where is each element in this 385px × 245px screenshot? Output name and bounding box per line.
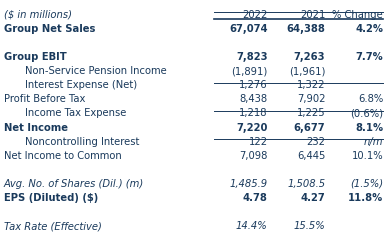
Text: 11.8%: 11.8% [348, 193, 383, 203]
Text: Net Income to Common: Net Income to Common [4, 151, 122, 161]
Text: 6.8%: 6.8% [358, 94, 383, 104]
Text: 15.5%: 15.5% [294, 221, 325, 231]
Text: 1,276: 1,276 [239, 80, 268, 90]
Text: 7,220: 7,220 [236, 122, 268, 133]
Text: 1,508.5: 1,508.5 [287, 179, 325, 189]
Text: Avg. No. of Shares (Dil.) (m): Avg. No. of Shares (Dil.) (m) [4, 179, 144, 189]
Text: 1,218: 1,218 [239, 109, 268, 118]
Text: 122: 122 [248, 137, 268, 147]
Text: Interest Expense (Net): Interest Expense (Net) [25, 80, 137, 90]
Text: Group Net Sales: Group Net Sales [4, 24, 95, 34]
Text: 64,388: 64,388 [286, 24, 325, 34]
Text: (1,961): (1,961) [289, 66, 325, 76]
Text: 4.2%: 4.2% [355, 24, 383, 34]
Text: Profit Before Tax: Profit Before Tax [4, 94, 85, 104]
Text: 1,225: 1,225 [297, 109, 325, 118]
Text: 2021: 2021 [300, 10, 325, 20]
Text: Income Tax Expense: Income Tax Expense [25, 109, 126, 118]
Text: (1,891): (1,891) [231, 66, 268, 76]
Text: 7,263: 7,263 [294, 52, 325, 62]
Text: Net Income: Net Income [4, 122, 68, 133]
Text: 7,823: 7,823 [236, 52, 268, 62]
Text: EPS (Diluted) ($): EPS (Diluted) ($) [4, 193, 98, 203]
Text: 1,322: 1,322 [297, 80, 325, 90]
Text: 67,074: 67,074 [229, 24, 268, 34]
Text: 6,445: 6,445 [297, 151, 325, 161]
Text: 7.7%: 7.7% [355, 52, 383, 62]
Text: Noncontrolling Interest: Noncontrolling Interest [25, 137, 139, 147]
Text: 7,098: 7,098 [239, 151, 268, 161]
Text: (1.5%): (1.5%) [350, 179, 383, 189]
Text: 4.78: 4.78 [243, 193, 268, 203]
Text: % Change: % Change [332, 10, 383, 20]
Text: 1,485.9: 1,485.9 [229, 179, 268, 189]
Text: n/m: n/m [363, 137, 383, 147]
Text: Tax Rate (Effective): Tax Rate (Effective) [4, 221, 102, 231]
Text: 2022: 2022 [242, 10, 268, 20]
Text: (0.6%): (0.6%) [350, 109, 383, 118]
Text: 8,438: 8,438 [239, 94, 268, 104]
Text: 232: 232 [306, 137, 325, 147]
Text: 10.1%: 10.1% [352, 151, 383, 161]
Text: 7,902: 7,902 [297, 94, 325, 104]
Text: ($ in millions): ($ in millions) [4, 10, 72, 20]
Text: 6,677: 6,677 [294, 122, 325, 133]
Text: Group EBIT: Group EBIT [4, 52, 67, 62]
Text: 14.4%: 14.4% [236, 221, 268, 231]
Text: Non-Service Pension Income: Non-Service Pension Income [25, 66, 167, 76]
Text: 8.1%: 8.1% [355, 122, 383, 133]
Text: 4.27: 4.27 [301, 193, 325, 203]
